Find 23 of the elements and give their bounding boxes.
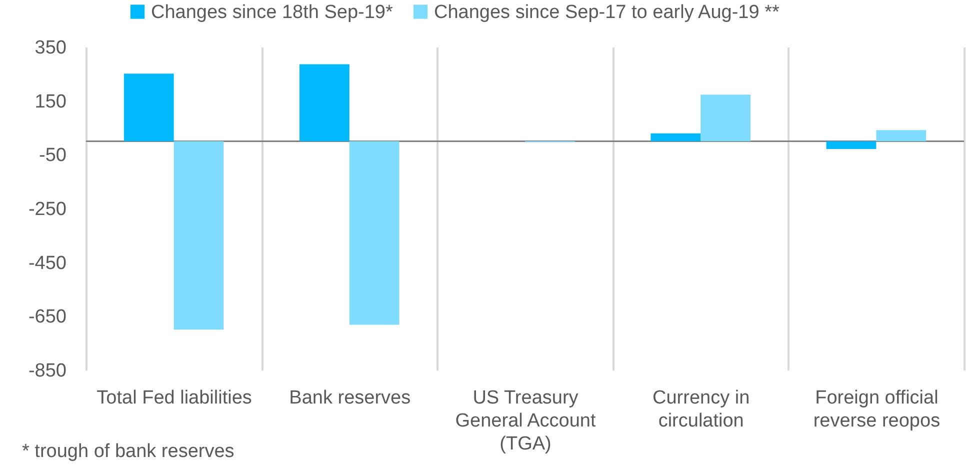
bar bbox=[826, 141, 876, 150]
y-tick-label: -250 bbox=[28, 199, 66, 220]
y-tick-label: 150 bbox=[34, 91, 66, 112]
legend-label: Changes since 18th Sep-19* bbox=[151, 2, 394, 23]
x-tick-label: Total Fed liabilities bbox=[96, 388, 252, 408]
x-tick-label: US Treasury General Account (TGA) bbox=[455, 388, 596, 454]
bar bbox=[700, 94, 750, 142]
y-tick-label: -850 bbox=[28, 360, 66, 382]
y-tick-label: 350 bbox=[34, 38, 66, 58]
bar bbox=[876, 130, 926, 142]
bar bbox=[174, 141, 224, 330]
text: * trough of bank reserves bbox=[22, 441, 234, 463]
y-tick-label: -650 bbox=[28, 306, 66, 328]
y-tick-label: -50 bbox=[39, 145, 66, 166]
bar bbox=[349, 141, 400, 325]
legend-label: Changes since Sep-17 to early Aug-19 ** bbox=[434, 2, 780, 23]
bar bbox=[300, 64, 350, 142]
x-tick-label: Foreign official reverse reopos bbox=[813, 388, 940, 432]
bar bbox=[124, 74, 174, 142]
x-tick-label: Currency in circulation bbox=[652, 388, 750, 432]
x-tick-label: Bank reserves bbox=[289, 388, 411, 408]
bar bbox=[650, 133, 701, 142]
y-tick-label: -450 bbox=[28, 252, 66, 274]
